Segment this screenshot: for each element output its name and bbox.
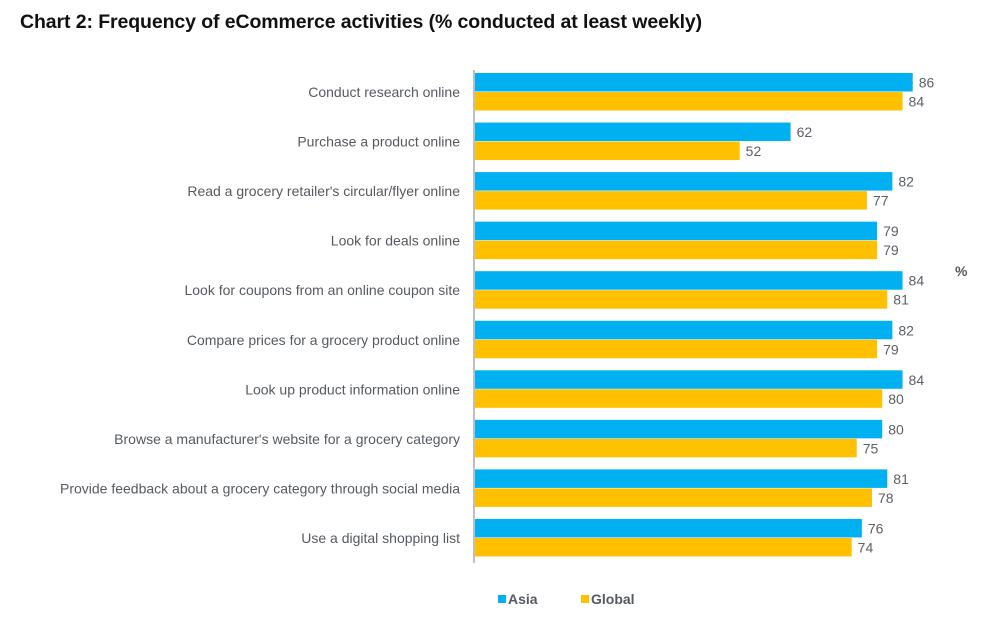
category-label: Read a grocery retailer's circular/flyer… [187, 183, 460, 199]
data-label-global: 77 [873, 193, 889, 209]
legend: Asia Global [498, 591, 635, 607]
unit-label: % [955, 263, 968, 279]
chart-title: Chart 2: Frequency of eCommerce activiti… [20, 11, 703, 33]
data-label-global: 52 [746, 143, 762, 159]
category-label: Purchase a product online [297, 134, 460, 150]
bar-asia [475, 73, 913, 92]
data-label-asia: 84 [909, 372, 925, 388]
data-label-global: 84 [909, 94, 925, 110]
data-label-asia: 76 [868, 520, 884, 536]
category-label: Look for coupons from an online coupon s… [184, 282, 460, 298]
bar-global [475, 438, 857, 458]
legend-label-asia: Asia [508, 591, 538, 607]
bar-global [475, 290, 888, 309]
data-label-asia: 81 [893, 471, 909, 487]
bar-asia [475, 518, 862, 538]
bar-asia [475, 469, 888, 488]
data-label-asia: 82 [898, 174, 914, 190]
category-label: Conduct research online [308, 84, 460, 100]
data-label-global: 78 [878, 490, 894, 506]
bar-global [475, 537, 852, 557]
data-label-global: 75 [863, 440, 879, 456]
bar-asia [475, 419, 883, 439]
bar-global [475, 191, 867, 210]
bar-global [475, 92, 903, 111]
data-label-global: 79 [883, 341, 899, 357]
category-label: Look for deals online [331, 233, 460, 249]
bar-asia [475, 172, 893, 191]
legend-swatch-asia [498, 595, 506, 603]
bar-asia [475, 122, 791, 142]
bar-global [475, 141, 740, 161]
data-label-asia: 86 [919, 75, 935, 91]
data-label-asia: 62 [797, 124, 813, 140]
bar-asia [475, 221, 878, 241]
data-label-asia: 80 [888, 421, 904, 437]
bar-asia [475, 271, 903, 290]
data-label-global: 79 [883, 242, 899, 258]
category-label: Browse a manufacturer's website for a gr… [114, 431, 460, 447]
category-labels: Conduct research online Purchase a produc… [60, 84, 460, 546]
bar-global [475, 488, 873, 507]
data-label-asia: 79 [883, 223, 899, 239]
bar-global [475, 240, 878, 260]
legend-swatch-global [581, 595, 589, 603]
bar-asia [475, 370, 903, 389]
category-label: Look up product information online [245, 381, 460, 397]
category-label: Compare prices for a grocery product onl… [187, 332, 460, 348]
legend-label-global: Global [591, 591, 635, 607]
bar-global [475, 339, 878, 359]
category-label: Provide feedback about a grocery categor… [60, 480, 460, 496]
category-label: Use a digital shopping list [301, 530, 460, 546]
bar-global [475, 389, 883, 408]
data-label-global: 81 [893, 292, 909, 308]
bar-asia [475, 320, 893, 340]
data-label-global: 80 [888, 391, 904, 407]
data-label-asia: 82 [898, 322, 914, 338]
data-label-asia: 84 [909, 273, 925, 289]
data-label-global: 74 [858, 539, 874, 555]
